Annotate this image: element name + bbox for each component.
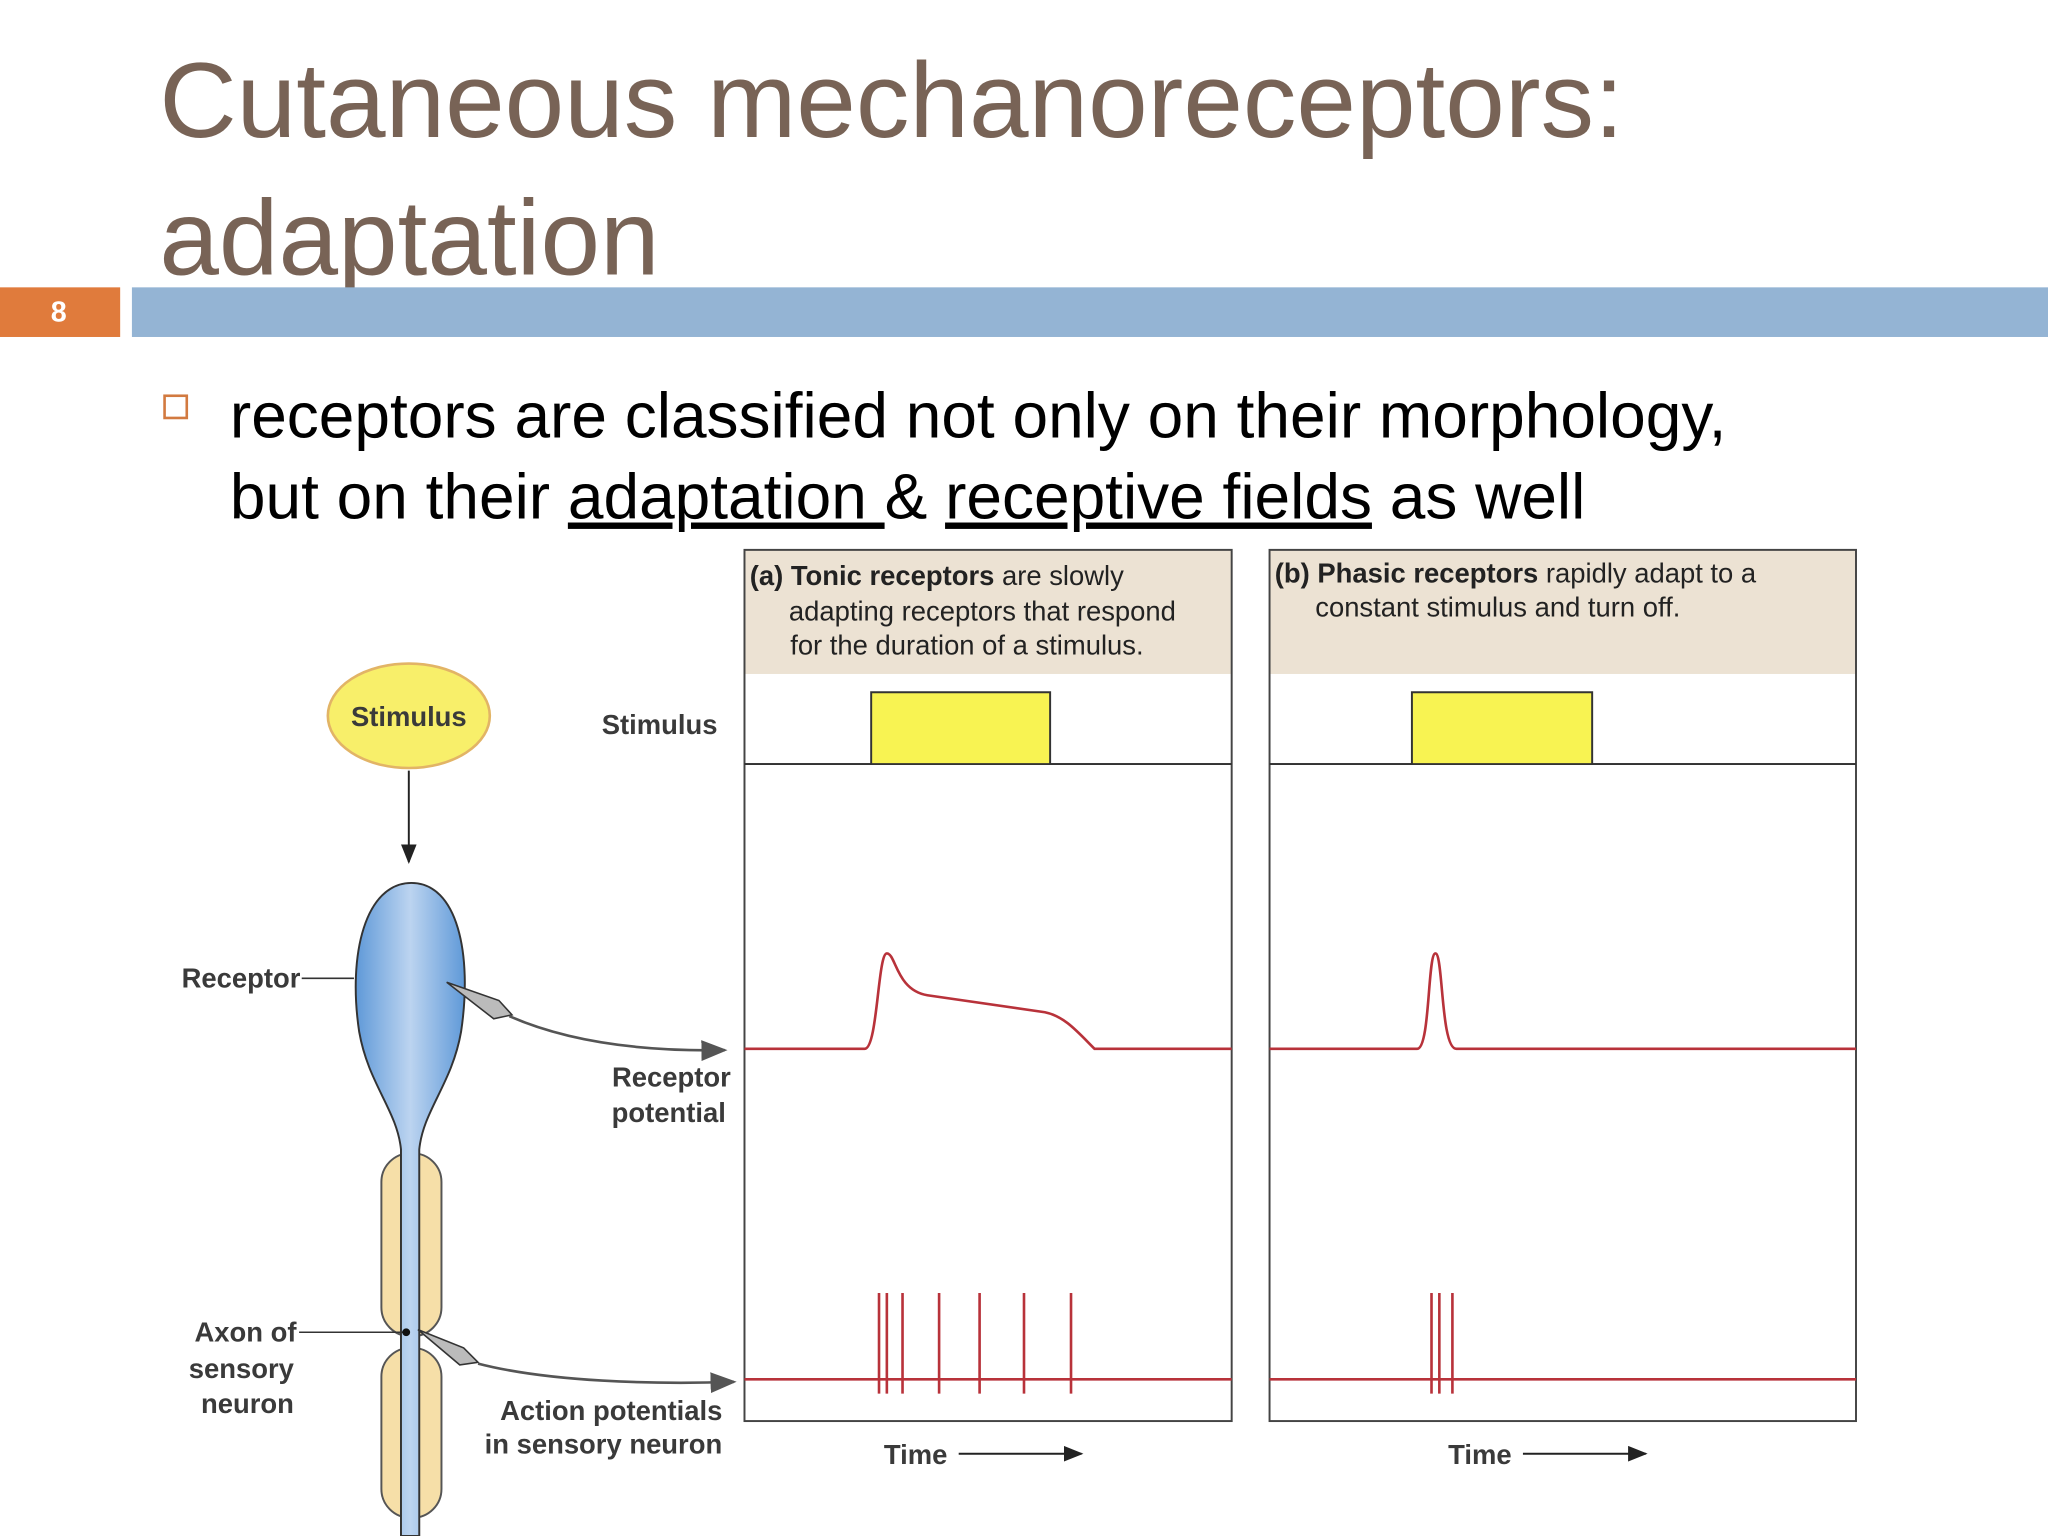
caption-text: constant stimulus and turn off. (1315, 591, 1680, 622)
label: Receptor (182, 962, 301, 993)
header-bar (131, 287, 2048, 337)
title: Cutaneous mechanoreceptors: (159, 40, 1624, 160)
panel-a: (a) Tonic receptors are slowly adapting … (743, 548, 1233, 1470)
label: Stimulus (351, 701, 467, 732)
caption-bold: (b) Phasic receptors (1275, 558, 1539, 589)
bullet-text: but on their adaptation & receptive fiel… (230, 461, 1585, 533)
term: adaptation (568, 461, 885, 533)
label: Action potentials (500, 1395, 722, 1426)
panel-b: (b) Phasic receptors rapidly adapt to a … (1268, 548, 1857, 1470)
axis-label: Time (1448, 1439, 1511, 1470)
label: potential (612, 1097, 726, 1128)
caption-text: rapidly adapt to a (1538, 558, 1757, 589)
caption-bold: (a) Tonic receptors (750, 560, 995, 591)
axis-label: Time (884, 1439, 947, 1470)
label: Axon of (194, 1316, 297, 1347)
term: receptive fields (945, 461, 1372, 533)
text: but on their (230, 461, 568, 533)
neuron-diagram: Stimulus Receptor Receptor potential Axo… (182, 662, 737, 1536)
label: in sensory neuron (485, 1429, 723, 1460)
text: as well (1372, 461, 1585, 533)
slide-number: 8 (51, 296, 67, 328)
caption-text: for the duration of a stimulus. (790, 629, 1143, 660)
label: sensory (189, 1353, 295, 1384)
caption: (b) Phasic receptors rapidly adapt to a (1275, 558, 1757, 589)
caption: (a) Tonic receptors are slowly (750, 560, 1124, 591)
caption-text: are slowly (994, 560, 1124, 591)
text: & (885, 461, 945, 533)
title: adaptation (159, 177, 659, 297)
label: neuron (201, 1388, 294, 1419)
label: Receptor (612, 1062, 731, 1093)
bullet-marker (163, 394, 189, 420)
label: Stimulus (602, 709, 718, 740)
bullet-text: receptors are classified not only on the… (230, 380, 1726, 452)
caption-text: adapting receptors that respond (789, 595, 1176, 626)
number-box (0, 287, 121, 337)
